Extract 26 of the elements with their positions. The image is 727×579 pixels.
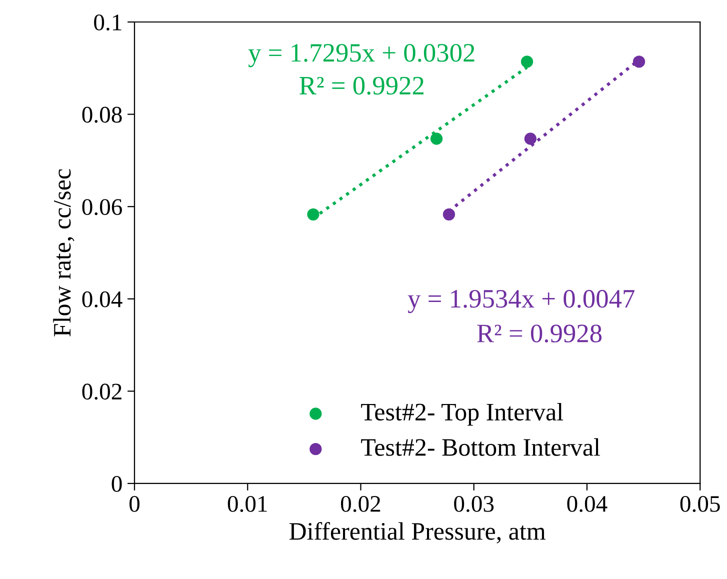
x-tick-label: 0.01 <box>228 496 267 512</box>
annotation: y = 1.9534x + 0.0047 <box>408 290 634 314</box>
legend-label: Test#2- Bottom Interval <box>361 438 600 456</box>
y-tick-label: 0.1 <box>94 14 122 31</box>
annotation: y = 1.7295x + 0.0302 <box>248 44 474 68</box>
x-tick-label: 0.02 <box>340 496 380 512</box>
y-tick-label: 0.02 <box>82 384 122 400</box>
annotation: R² = 0.9922 <box>300 76 424 95</box>
point <box>524 132 536 145</box>
point <box>430 132 443 145</box>
legend-label: Test#2- Top Interval <box>361 402 564 426</box>
x-tick-label: 0.03 <box>454 496 494 512</box>
x-tick-label: 0 <box>129 496 140 512</box>
x-tick-label: 0.04 <box>567 496 608 512</box>
y-tick-label: 0.04 <box>82 291 122 308</box>
x-tick-label: 0.05 <box>680 496 720 512</box>
y-tick-label: 0.06 <box>82 199 122 216</box>
y-axis-title: Flow rate, cc/sec <box>53 169 74 336</box>
point <box>307 208 320 221</box>
point <box>520 56 534 68</box>
y-tick-label: 0 <box>112 476 122 492</box>
y-tick-label: 0.08 <box>82 106 122 123</box>
point <box>632 56 646 68</box>
x-axis-title: Differential Pressure, atm <box>289 522 546 544</box>
annotation: R² = 0.9928 <box>477 324 602 343</box>
point <box>442 208 456 221</box>
